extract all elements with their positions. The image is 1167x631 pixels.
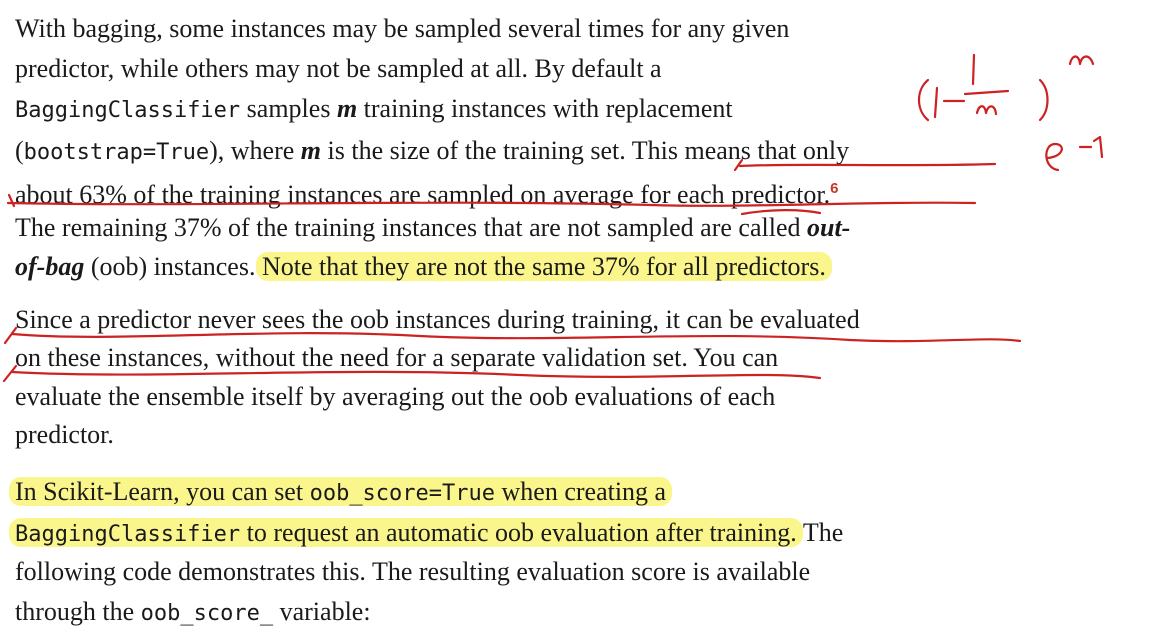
text: Since a predictor never sees the oob ins… — [15, 305, 860, 334]
text: ( — [15, 136, 24, 165]
text-line: through the oob_score_ variable: — [15, 597, 371, 629]
inline-code: BaggingClassifier — [15, 98, 241, 123]
text-line: on these instances, without the need for… — [15, 343, 778, 373]
text: evaluate the ensemble itself by averagin… — [15, 382, 776, 411]
text: With bagging, some instances may be samp… — [15, 14, 790, 43]
text: following code demonstrates this. The re… — [15, 557, 811, 586]
text: on these instances, without the need for… — [15, 343, 779, 372]
text-line: predictor, while others may not be sampl… — [15, 54, 662, 84]
text-line: In Scikit-Learn, you can set oob_score=T… — [9, 477, 673, 509]
text: to request an automatic oob evaluation a… — [240, 518, 797, 547]
math-variable: m — [300, 136, 322, 165]
inline-code: BaggingClassifier — [15, 522, 241, 547]
text-line: about 63% of the training instances are … — [15, 174, 838, 210]
text: predictor. — [15, 420, 114, 449]
text: (oob) instances. — [84, 252, 262, 281]
text-line: of-bag (oob) instances. Note that they a… — [15, 252, 832, 282]
text: ), where — [209, 136, 301, 165]
text-line: With bagging, some instances may be samp… — [15, 14, 789, 44]
highlighted-text: In Scikit-Learn, you can set oob_score=T… — [9, 477, 673, 506]
text: training instances with replacement — [357, 94, 733, 123]
inline-code: oob_score_ — [140, 601, 274, 626]
text-line: predictor. — [15, 420, 114, 450]
text-line: following code demonstrates this. The re… — [15, 557, 810, 587]
highlighted-text: Note that they are not the same 37% for … — [255, 252, 832, 281]
term-emphasis: out- — [806, 213, 851, 242]
handwritten-e-inverse-drawing — [1045, 135, 1104, 172]
text-line: BaggingClassifier samples m training ins… — [15, 94, 733, 126]
text-line: Since a predictor never sees the oob ins… — [15, 305, 860, 335]
text-line: (bootstrap=True), where m is the size of… — [15, 136, 849, 168]
text-line: BaggingClassifier to request an automati… — [9, 518, 844, 550]
inline-code: oob_score=True — [309, 481, 496, 506]
text: The remaining 37% of the training instan… — [15, 213, 807, 242]
handwritten-formula-drawing — [917, 53, 1095, 122]
highlighted-text: BaggingClassifier to request an automati… — [9, 518, 803, 547]
text-line: The remaining 37% of the training instan… — [15, 213, 850, 243]
inline-code: bootstrap=True — [23, 140, 210, 165]
text-line: evaluate the ensemble itself by averagin… — [15, 382, 775, 412]
math-variable: m — [336, 94, 358, 123]
term-emphasis: of-bag — [15, 252, 85, 281]
text: samples — [240, 94, 337, 123]
text: variable: — [273, 597, 371, 626]
text: when creating a — [495, 477, 667, 506]
text: through the — [15, 597, 141, 626]
text: The — [796, 518, 844, 547]
text: In Scikit-Learn, you can set — [15, 477, 310, 506]
footnote-link[interactable]: 6 — [830, 180, 839, 197]
text: predictor, while others may not be sampl… — [15, 54, 662, 83]
text: is the size of the training set. This me… — [321, 136, 850, 165]
text: about 63% of the training instances are … — [15, 180, 831, 209]
